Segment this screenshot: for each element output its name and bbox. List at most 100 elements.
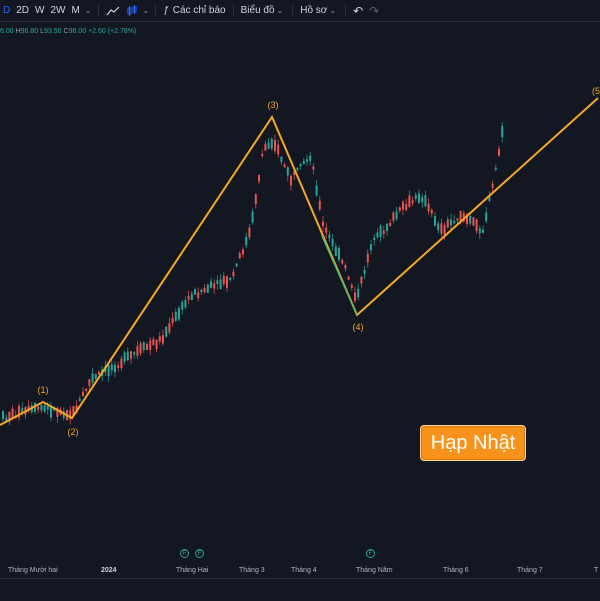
candle-body [443, 224, 446, 235]
redo-icon[interactable]: ↷ [369, 3, 380, 18]
candle-body [120, 358, 123, 369]
candle-body [91, 373, 94, 383]
candle-body [322, 221, 324, 227]
candle-body [46, 406, 49, 410]
candle-body [427, 203, 430, 212]
high-value: 96.80 [20, 28, 39, 35]
line-chart-icon[interactable] [103, 0, 123, 21]
chart-menu-button[interactable]: Biểu đồ ⌄ [238, 0, 289, 21]
candle-body [264, 143, 267, 151]
open-value: 6.00 [0, 28, 14, 35]
candle-body [414, 195, 417, 199]
candle-body [306, 159, 308, 162]
candle-body [363, 269, 366, 274]
candle-body [344, 265, 347, 269]
candle-body [315, 185, 318, 196]
interval-w[interactable]: W [35, 5, 45, 16]
candle-body [482, 229, 484, 233]
candle-body [462, 213, 465, 222]
candle-body [85, 388, 88, 391]
time-tick: Tháng Năm [356, 567, 393, 574]
candle-body [366, 253, 369, 263]
function-icon: ƒ [163, 5, 169, 16]
earnings-event-icon[interactable]: F [366, 549, 375, 558]
candle-body [424, 195, 427, 207]
candle-body [245, 236, 248, 246]
candle-body [430, 209, 433, 214]
candle-body [43, 405, 46, 412]
candle-body [373, 237, 376, 240]
toolbar-divider [292, 4, 294, 17]
candle-body [302, 160, 305, 165]
candle-body [398, 207, 401, 211]
candle-body [318, 200, 321, 210]
wave-label-3: (3) [268, 100, 279, 110]
candle-body [270, 138, 273, 149]
time-tick: Tháng 7 [517, 567, 543, 574]
candle-body [88, 379, 91, 386]
candle-body [472, 217, 475, 226]
candle-body [117, 365, 120, 368]
candle-body [155, 339, 158, 349]
toolbar-divider [97, 4, 99, 17]
earnings-event-icon[interactable]: F [180, 549, 189, 558]
candle-body [53, 408, 56, 411]
candle-body [194, 289, 196, 295]
earnings-event-icon[interactable]: F [195, 549, 204, 558]
high-label: H [15, 28, 21, 35]
low-label: L [40, 28, 45, 35]
candle-body [341, 259, 344, 264]
time-tick: Tháng 4 [291, 567, 317, 574]
profile-menu-button[interactable]: Hồ sơ ⌄ [297, 0, 341, 21]
candle-body [2, 411, 4, 419]
candle-body [328, 234, 331, 239]
candle-body [171, 317, 174, 324]
bottom-bar [0, 578, 600, 601]
candle-body [210, 281, 212, 288]
candle-body [354, 292, 356, 301]
undo-icon[interactable]: ↶ [353, 3, 364, 18]
candle-body [232, 271, 235, 277]
indicators-label: Các chỉ báo [172, 5, 226, 16]
time-tick-year: 2024 [101, 567, 117, 574]
watermark-badge: Hạp Nhật [420, 425, 526, 461]
candle-body [142, 342, 145, 350]
candles-icon[interactable] [123, 0, 141, 21]
candle-body [8, 411, 11, 422]
candle-body [386, 223, 388, 232]
candle-body [82, 391, 84, 397]
candle-body [174, 311, 177, 321]
candle-body [312, 166, 315, 170]
candle-body [40, 405, 43, 411]
candle-body [494, 167, 497, 170]
interval-2w[interactable]: 2W [50, 5, 66, 16]
candle-body [203, 287, 206, 293]
candle-body [219, 279, 222, 290]
candle-body [181, 302, 184, 310]
candle-body [114, 364, 116, 373]
indicators-button[interactable]: ƒ Các chỉ báo [160, 0, 228, 21]
candle-body [72, 406, 75, 417]
interval-m[interactable]: M [71, 5, 80, 16]
toolbar-divider [345, 4, 347, 17]
profile-menu-label: Hồ sơ [300, 5, 328, 16]
candle-body [261, 154, 264, 157]
candle-body [478, 228, 481, 234]
candle-body [491, 183, 494, 188]
interval-chevron-down-icon[interactable]: ⌄ [84, 6, 92, 15]
candle-body [139, 343, 142, 354]
interval-2d[interactable]: 2D [16, 5, 30, 16]
candle-body [485, 212, 488, 222]
time-tick: Tháng 6 [443, 567, 469, 574]
chart-type-chevron-down-icon[interactable]: ⌄ [142, 6, 150, 15]
candle-body [418, 193, 420, 204]
candle-body [162, 335, 164, 344]
wave-4-segment [321, 235, 358, 316]
price-chart[interactable]: (1) (2) (3) (4) (5 [0, 22, 600, 578]
candle-body [98, 371, 100, 375]
candle-body [238, 253, 241, 259]
candle-body [213, 283, 216, 289]
change-value: +2.60 (+2.78%) [88, 28, 137, 35]
candle-body [107, 364, 110, 377]
interval-d[interactable]: D [3, 5, 11, 16]
